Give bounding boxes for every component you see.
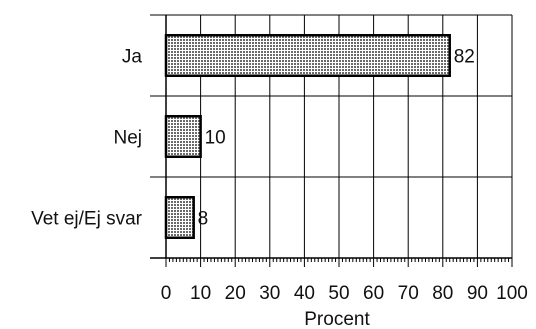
x-axis-label: Procent (304, 309, 370, 329)
bar-2 (164, 196, 195, 239)
category-label: Vet ej/Ej svar (31, 209, 143, 230)
axes (150, 14, 513, 267)
x-tick-label: 20 (225, 283, 246, 304)
data-label: 10 (205, 128, 226, 149)
x-tick-label: 60 (363, 283, 384, 304)
x-tick-label: 90 (467, 283, 488, 304)
category-label: Nej (113, 128, 142, 149)
x-tick-label: 70 (398, 283, 419, 304)
data-label: 8 (198, 209, 209, 230)
x-tick-label: 10 (190, 283, 211, 304)
bar-1 (164, 115, 202, 158)
bar-0 (164, 34, 451, 77)
x-tick-label: 30 (259, 283, 280, 304)
labels: 0 10 20 30 40 50 60 70 80 90 100 Ja 82 Nej 10 Vet ej/Ej… (31, 47, 528, 305)
x-tick-label: 50 (328, 283, 349, 304)
x-tick-label: 100 (496, 283, 528, 304)
category-label: Ja (122, 47, 143, 68)
x-tick-label: 80 (432, 283, 453, 304)
x-tick-label: 0 (161, 283, 172, 304)
x-tick-label: 40 (294, 283, 315, 304)
data-label: 82 (454, 47, 475, 68)
bars (164, 34, 451, 239)
